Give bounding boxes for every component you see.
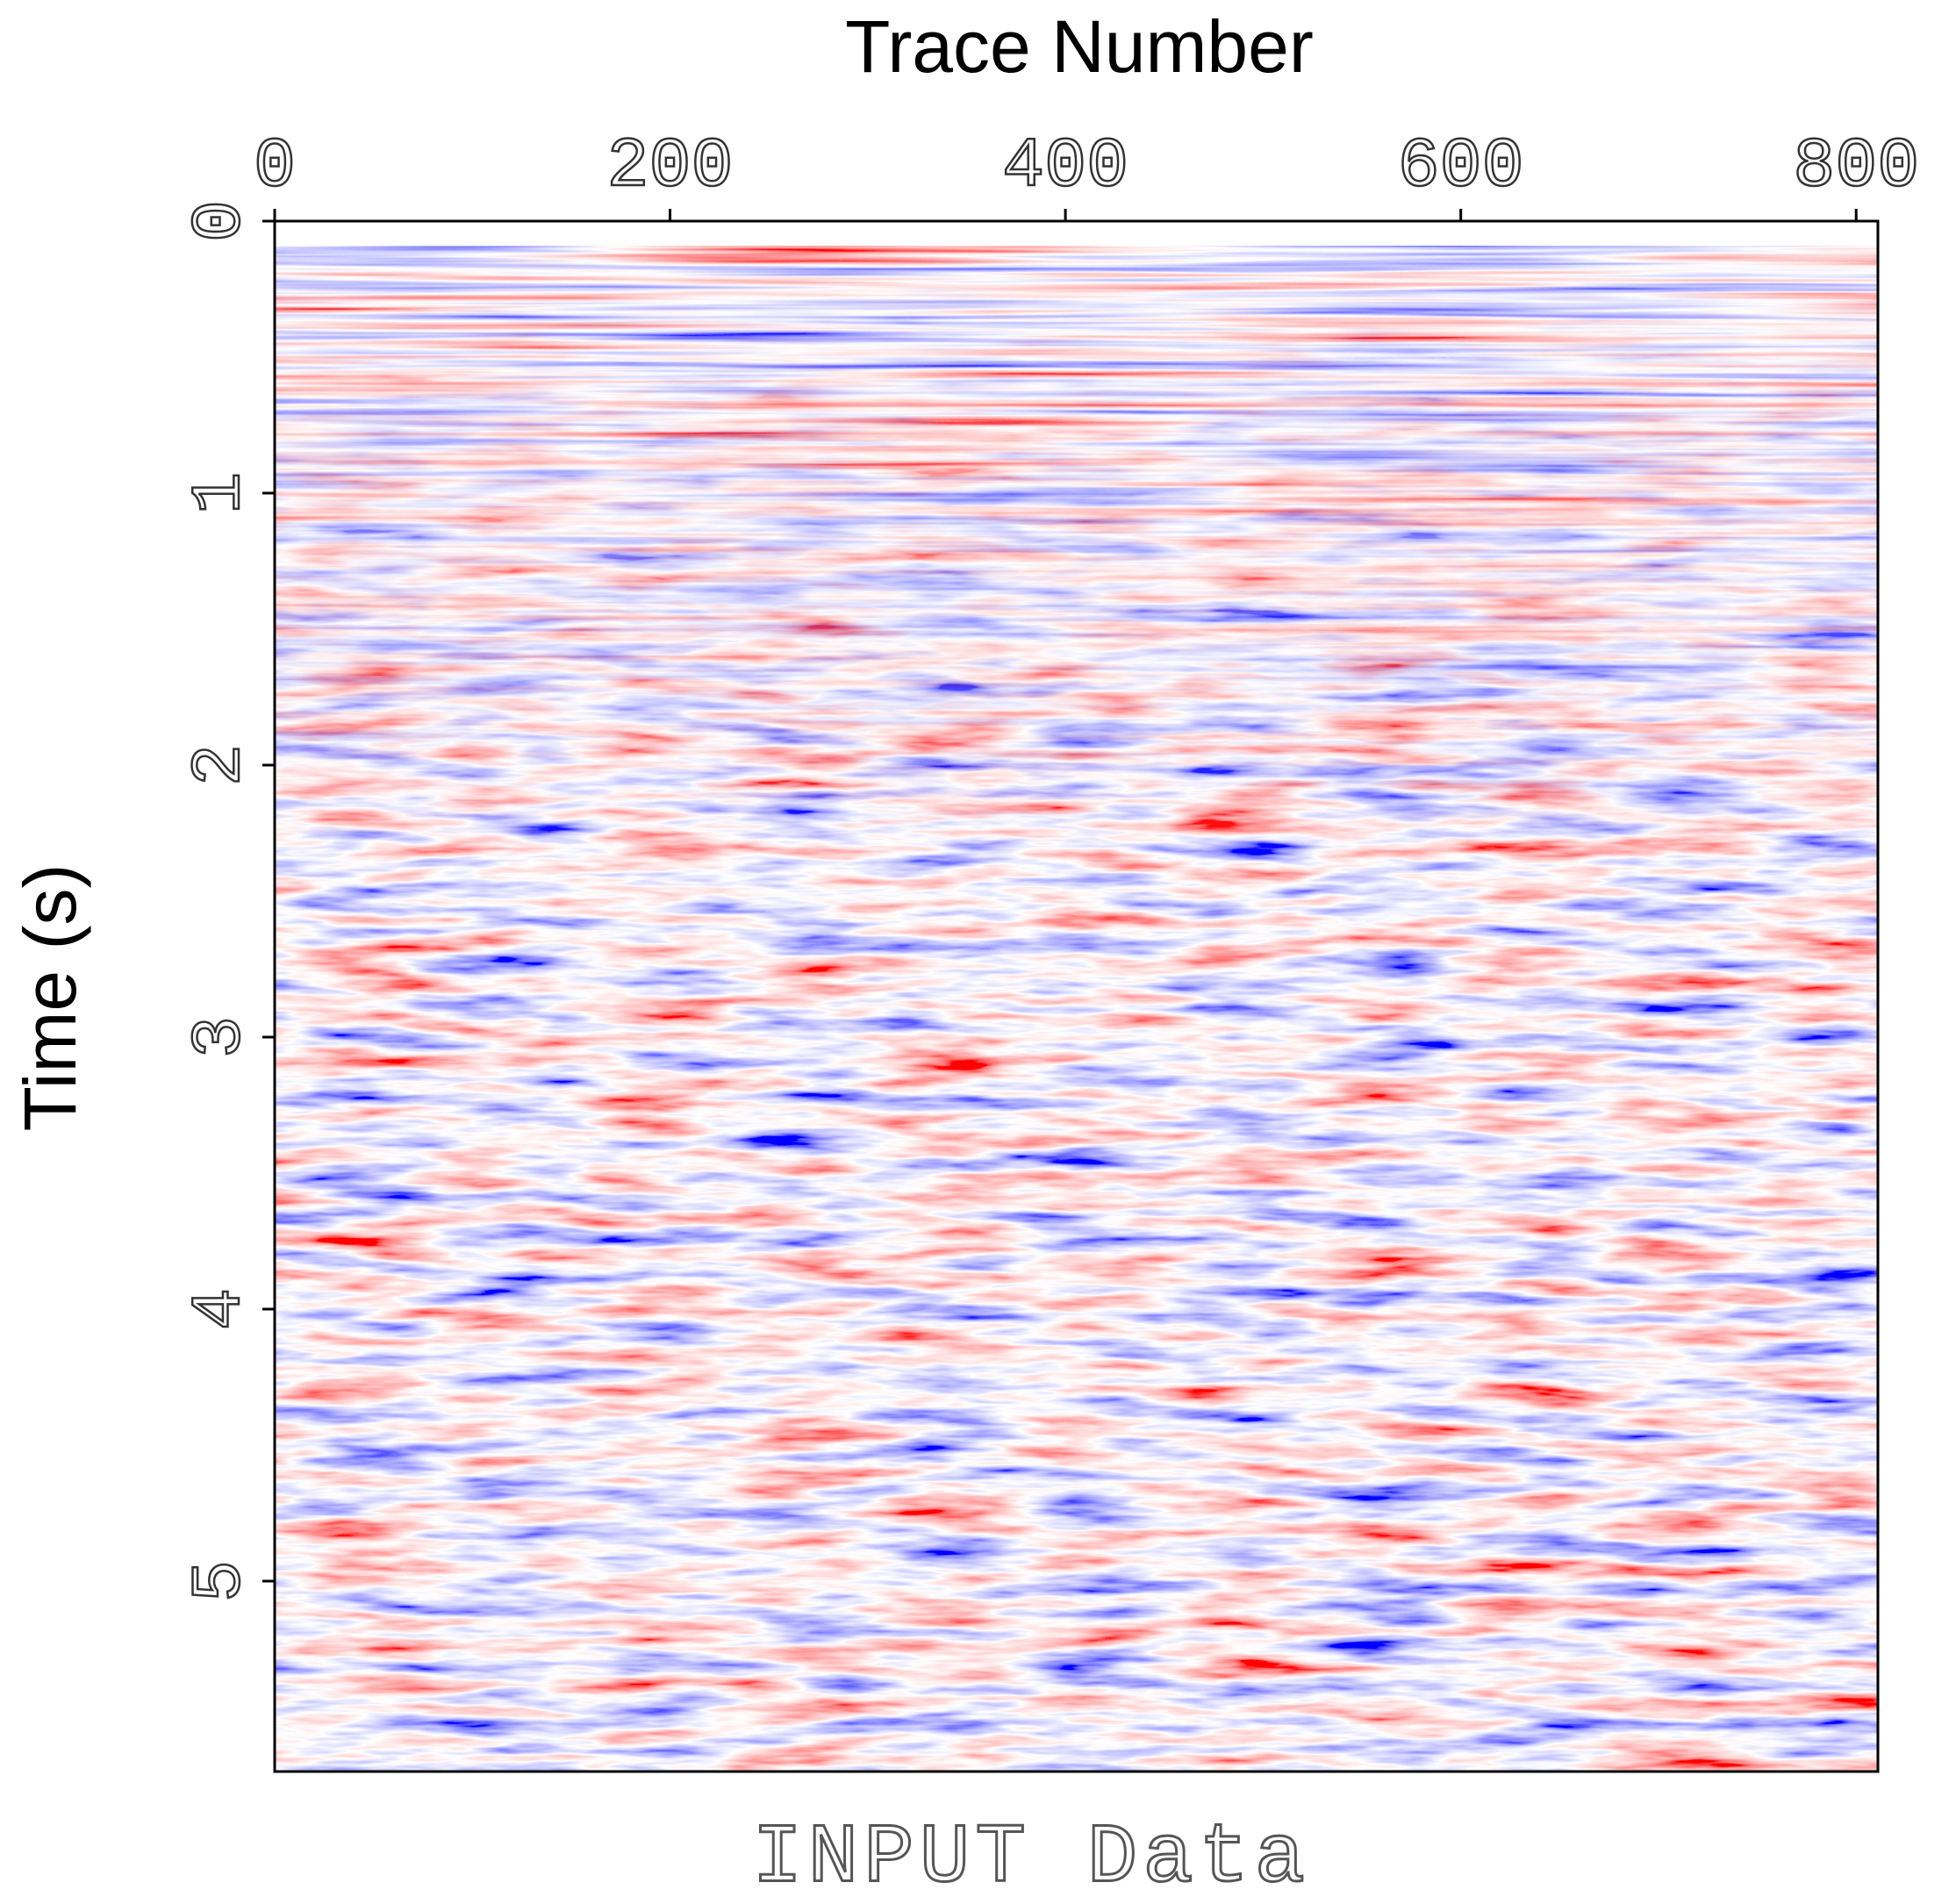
seismic-reflectors [275,246,1878,860]
plot-frame [273,219,1880,1773]
x-tick-label: 800 [1793,127,1919,207]
y-tick-label: 0 [181,200,261,242]
y-tick-label: 2 [181,744,261,786]
x-tick-label: 0 [254,127,296,207]
x-axis-label: Trace Number [845,5,1314,88]
x-tick-label: 600 [1398,127,1524,207]
y-tick-label: 3 [181,1016,261,1058]
y-tick-label: 5 [181,1560,261,1602]
y-tick-label: 1 [181,472,261,514]
x-tick-label: 400 [1002,127,1128,207]
caption: INPUT Data [752,1810,1310,1904]
y-axis-label: Time (s) [9,864,91,1132]
x-tick-label: 200 [607,127,734,207]
seismic-image [273,219,1880,1773]
y-tick-label: 4 [181,1288,261,1330]
